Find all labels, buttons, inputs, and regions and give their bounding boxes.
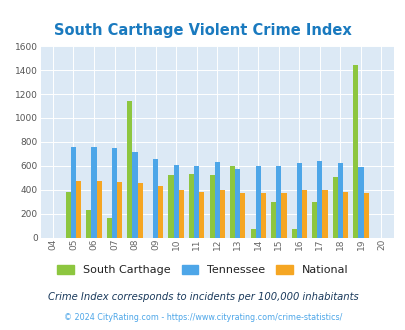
Bar: [214, 162, 219, 238]
Bar: [311, 202, 317, 238]
Bar: [86, 210, 91, 238]
Bar: [342, 192, 347, 238]
Bar: [188, 174, 194, 238]
Bar: [362, 193, 368, 238]
Bar: [317, 161, 322, 238]
Bar: [199, 191, 204, 238]
Bar: [296, 163, 301, 238]
Bar: [158, 186, 163, 238]
Text: © 2024 CityRating.com - https://www.cityrating.com/crime-statistics/: © 2024 CityRating.com - https://www.city…: [64, 313, 341, 322]
Bar: [137, 183, 143, 238]
Bar: [117, 182, 122, 238]
Bar: [66, 191, 71, 238]
Bar: [71, 147, 76, 238]
Bar: [301, 190, 306, 238]
Bar: [112, 148, 117, 238]
Bar: [127, 101, 132, 238]
Bar: [107, 218, 112, 238]
Bar: [178, 190, 183, 238]
Bar: [91, 147, 96, 238]
Text: South Carthage Violent Crime Index: South Carthage Violent Crime Index: [54, 23, 351, 38]
Bar: [260, 193, 265, 238]
Bar: [337, 163, 342, 238]
Bar: [96, 181, 101, 238]
Bar: [230, 166, 234, 238]
Legend: South Carthage, Tennessee, National: South Carthage, Tennessee, National: [54, 261, 351, 279]
Bar: [352, 65, 358, 238]
Bar: [219, 190, 224, 238]
Bar: [322, 190, 327, 238]
Bar: [153, 159, 158, 238]
Bar: [168, 176, 173, 238]
Bar: [291, 229, 296, 238]
Bar: [240, 193, 245, 238]
Bar: [132, 152, 137, 238]
Bar: [209, 175, 214, 238]
Bar: [76, 181, 81, 238]
Bar: [255, 166, 260, 238]
Bar: [234, 169, 240, 238]
Bar: [250, 229, 255, 238]
Bar: [194, 166, 199, 238]
Bar: [275, 166, 281, 238]
Bar: [271, 202, 275, 238]
Bar: [358, 167, 362, 238]
Bar: [173, 165, 178, 238]
Bar: [332, 177, 337, 238]
Bar: [281, 193, 286, 238]
Text: Crime Index corresponds to incidents per 100,000 inhabitants: Crime Index corresponds to incidents per…: [47, 292, 358, 302]
